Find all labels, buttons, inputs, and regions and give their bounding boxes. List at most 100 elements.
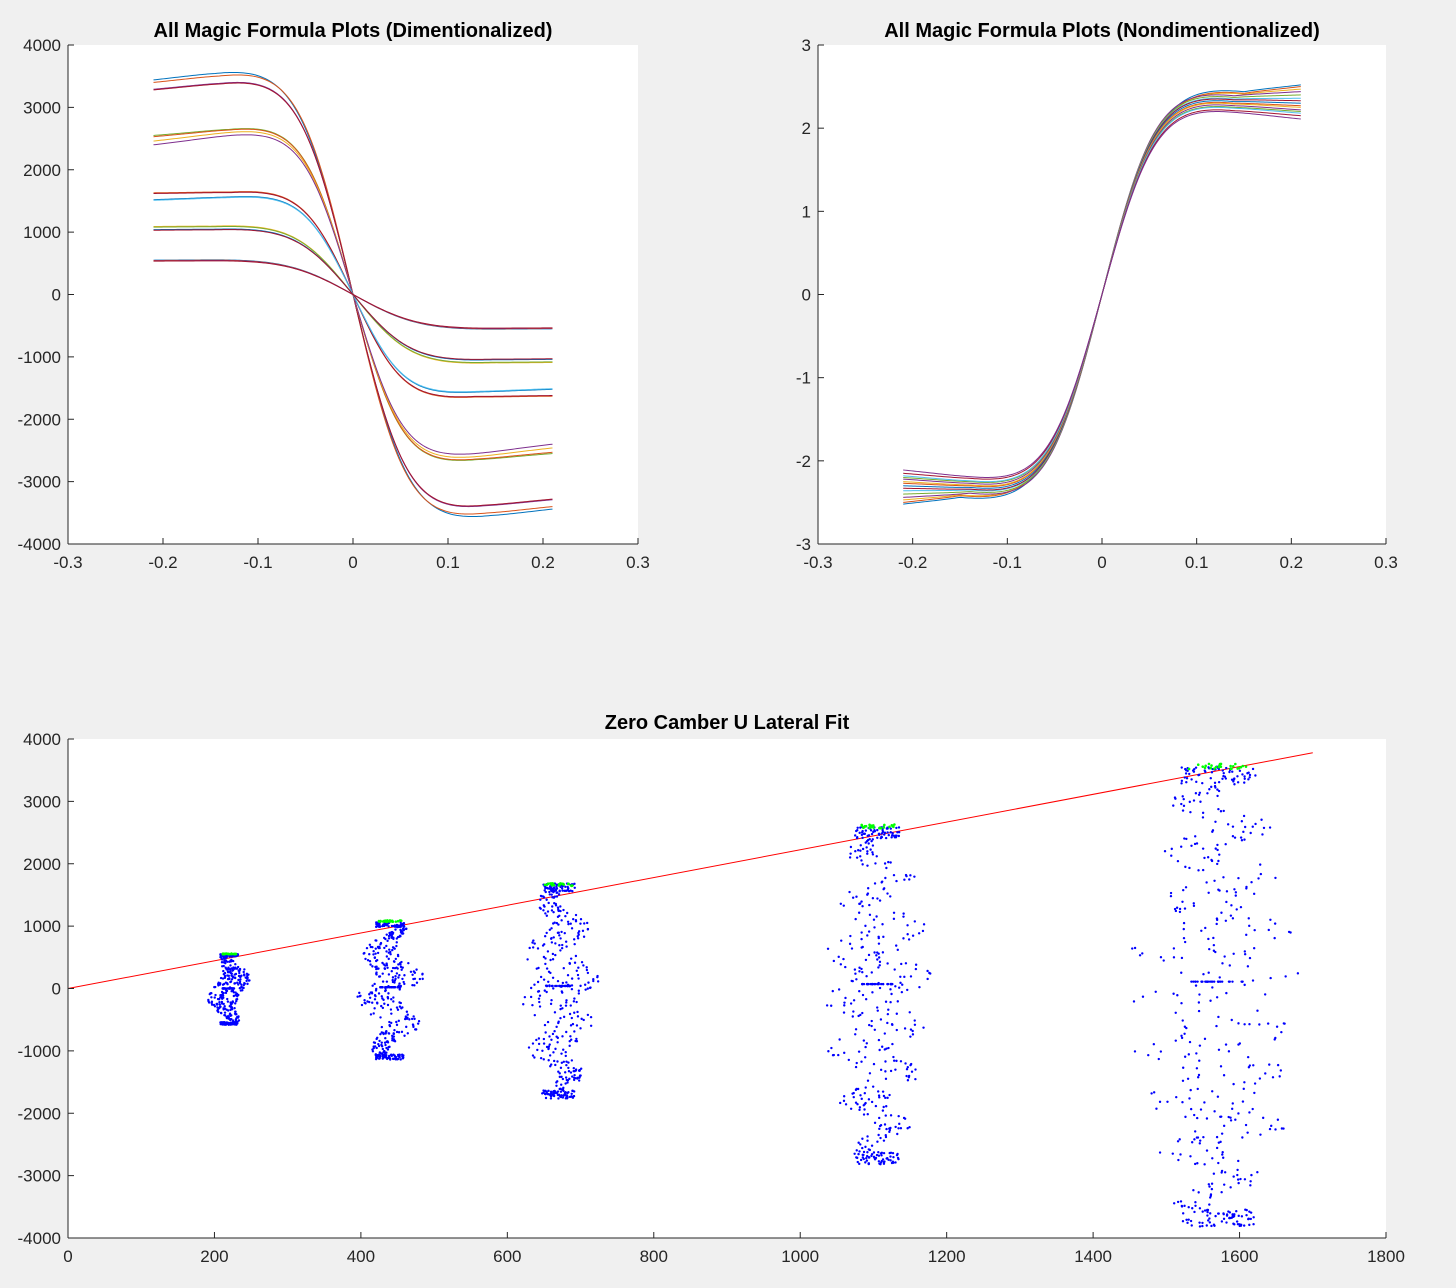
data-point xyxy=(375,965,378,968)
data-point xyxy=(384,1031,387,1034)
data-point xyxy=(562,1048,565,1051)
data-point xyxy=(849,1002,853,1005)
peak-point xyxy=(1209,766,1213,770)
data-point xyxy=(1190,980,1193,983)
data-point xyxy=(875,915,878,918)
data-point xyxy=(389,950,392,954)
data-point xyxy=(559,1090,563,1093)
data-point xyxy=(549,1090,553,1094)
data-point xyxy=(542,904,546,907)
data-point xyxy=(375,1001,379,1004)
peak-point xyxy=(1214,765,1218,769)
y-tick-label: -3 xyxy=(796,535,811,554)
data-point xyxy=(890,1161,894,1165)
data-point xyxy=(873,982,877,986)
peak-point xyxy=(893,823,896,826)
data-point xyxy=(1245,885,1248,889)
data-point xyxy=(895,826,898,830)
data-point xyxy=(222,969,225,973)
data-point xyxy=(884,1135,888,1139)
data-point xyxy=(387,992,390,995)
data-point xyxy=(575,1024,579,1027)
y-tick-label: -2000 xyxy=(18,1104,61,1123)
data-point xyxy=(1189,1219,1193,1223)
data-point xyxy=(878,986,882,990)
data-point xyxy=(861,847,865,851)
data-point xyxy=(560,946,564,950)
data-point xyxy=(1269,918,1272,921)
data-point xyxy=(1197,1009,1201,1013)
data-point xyxy=(889,1069,893,1073)
plot-area xyxy=(68,739,1386,1238)
data-point xyxy=(393,966,397,970)
data-point xyxy=(1180,956,1184,960)
data-point xyxy=(1283,1022,1286,1025)
data-point xyxy=(394,1055,398,1059)
data-point xyxy=(1252,1223,1255,1226)
data-point xyxy=(861,1011,864,1015)
data-point xyxy=(866,1135,869,1138)
data-point xyxy=(380,1041,383,1044)
data-point xyxy=(562,908,565,912)
data-point xyxy=(235,1017,238,1020)
data-point xyxy=(1274,1036,1277,1040)
data-point xyxy=(556,1060,559,1063)
data-point xyxy=(832,959,836,963)
data-point xyxy=(224,981,228,984)
data-point xyxy=(1208,788,1211,791)
data-point xyxy=(872,918,876,921)
data-point xyxy=(550,889,553,893)
data-point xyxy=(875,1153,879,1157)
data-point xyxy=(375,971,378,974)
data-point xyxy=(543,1092,547,1096)
data-point xyxy=(885,1127,888,1131)
data-point xyxy=(371,965,374,968)
data-point xyxy=(902,912,905,915)
y-tick-label: 3000 xyxy=(23,98,61,117)
data-point xyxy=(549,937,553,940)
data-point xyxy=(577,966,580,969)
data-point xyxy=(829,1004,833,1007)
data-point xyxy=(1250,1173,1253,1177)
data-point xyxy=(224,1023,228,1026)
data-point xyxy=(1191,1207,1194,1210)
data-point xyxy=(380,1031,383,1034)
data-point xyxy=(1209,1212,1212,1215)
data-point xyxy=(526,958,529,961)
data-point xyxy=(1201,1210,1204,1213)
peak-point xyxy=(552,883,556,887)
data-point xyxy=(1182,797,1185,801)
data-point xyxy=(902,937,905,940)
data-point xyxy=(1244,1123,1248,1127)
data-point xyxy=(1259,1133,1262,1136)
data-point xyxy=(859,855,862,858)
data-point xyxy=(1224,843,1227,846)
data-point xyxy=(1217,1141,1221,1144)
data-point xyxy=(1181,1219,1185,1223)
data-point xyxy=(576,937,580,940)
data-point xyxy=(1172,947,1176,950)
data-point xyxy=(559,1087,562,1091)
data-point xyxy=(374,1053,377,1057)
data-point xyxy=(382,924,386,928)
data-point xyxy=(1221,769,1224,772)
data-point xyxy=(886,1012,890,1016)
peak-point xyxy=(562,883,565,886)
data-point xyxy=(1237,1022,1240,1025)
data-point xyxy=(216,997,220,1001)
data-point xyxy=(1192,902,1195,905)
data-point xyxy=(568,1044,571,1048)
data-point xyxy=(378,922,381,926)
y-tick-label: 2 xyxy=(802,119,811,138)
data-point xyxy=(551,905,554,908)
data-point xyxy=(844,965,847,969)
data-point xyxy=(1268,1063,1271,1066)
data-point xyxy=(1169,894,1173,898)
peak-point xyxy=(1196,763,1200,766)
data-point xyxy=(562,1015,566,1019)
data-point xyxy=(233,982,237,985)
data-point xyxy=(229,1023,232,1026)
data-point xyxy=(411,983,414,987)
data-point xyxy=(1215,917,1219,920)
data-point xyxy=(892,917,896,921)
